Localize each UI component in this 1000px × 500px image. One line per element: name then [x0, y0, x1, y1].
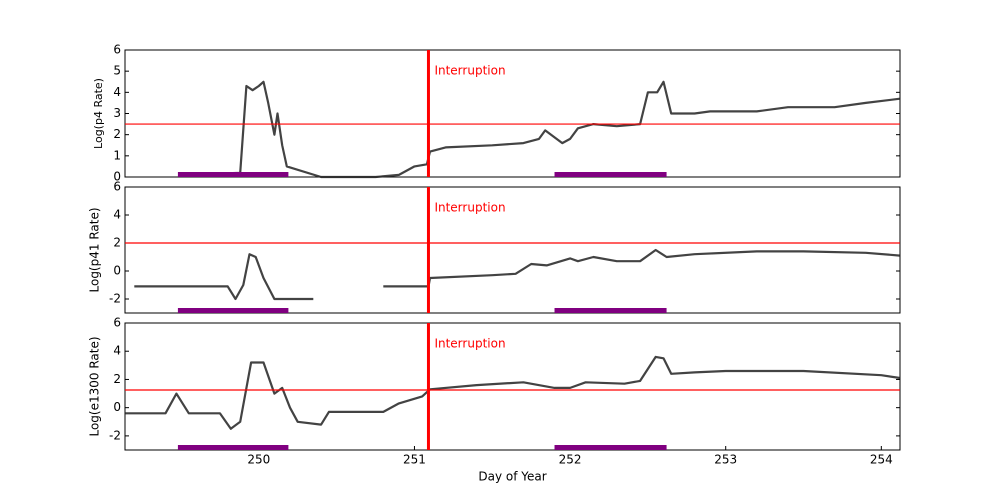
y-tick-label: 2: [113, 127, 121, 141]
plot-frame: [124, 322, 901, 451]
data-line: [180, 80, 901, 179]
y-tick-label: 0: [113, 400, 121, 414]
y-tick-label: -2: [109, 428, 121, 442]
interval-bar: [554, 172, 667, 177]
y-axis-label: Log(p4 Rate): [92, 78, 105, 149]
y-axis-label: Log(e1300 Rate): [88, 336, 102, 436]
interval-bar: [177, 445, 289, 450]
y-tick-label: 2: [113, 236, 121, 250]
data-line: [134, 248, 901, 301]
y-tick-label: 1: [113, 148, 121, 162]
interval-bar: [177, 172, 289, 177]
y-tick-label: 6: [113, 43, 121, 57]
annotation: Interruption: [434, 64, 505, 78]
y-tick-label: 2: [113, 372, 121, 386]
y-tick-label: 0: [113, 170, 121, 184]
annotation: Interruption: [434, 201, 505, 215]
y-tick-label: 5: [113, 64, 121, 78]
y-tick-label: 6: [113, 316, 121, 330]
x-tick-label: 252: [559, 453, 582, 467]
interval-bar: [554, 445, 667, 450]
x-tick-label: 250: [247, 453, 270, 467]
interval-bar: [177, 308, 289, 313]
data-line: [125, 355, 901, 430]
annotation: Interruption: [434, 337, 505, 351]
interval-bar: [554, 308, 667, 313]
x-axis-label: Day of Year: [478, 470, 546, 484]
y-axis-label: Log(p41 Rate): [88, 207, 102, 292]
y-tick-label: 6: [113, 180, 121, 194]
plot-frame: [124, 186, 901, 314]
y-tick-label: 3: [113, 106, 121, 120]
x-tick-label: 254: [870, 453, 893, 467]
y-tick-label: 4: [113, 208, 121, 222]
x-tick-label: 253: [714, 453, 737, 467]
y-tick-label: 0: [113, 264, 121, 278]
x-tick-label: 251: [403, 453, 426, 467]
y-tick-label: 4: [113, 344, 121, 358]
y-tick-label: -2: [109, 292, 121, 306]
y-tick-label: 4: [113, 85, 121, 99]
